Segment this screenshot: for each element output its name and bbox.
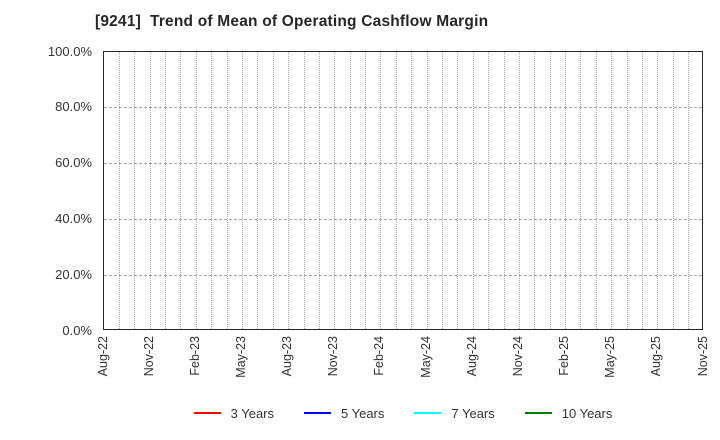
gridline-vertical	[118, 52, 120, 329]
x-tick-label: Aug-24	[464, 336, 479, 377]
gridline-vertical	[180, 52, 182, 329]
gridline-vertical	[365, 52, 367, 329]
chart-title: [9241] Trend of Mean of Operating Cashfl…	[95, 13, 489, 30]
gridline-vertical	[441, 52, 443, 329]
x-tick-label: Aug-25	[649, 336, 664, 377]
gridline-vertical	[149, 52, 151, 329]
gridline-vertical	[395, 52, 397, 329]
x-tick-label: Feb-24	[372, 336, 387, 376]
gridline-vertical	[688, 52, 690, 329]
legend-item: 5 Years	[304, 406, 384, 421]
y-tick-label: 60.0%	[55, 155, 92, 171]
x-tick-label: May-23	[233, 336, 248, 378]
gridline-vertical	[672, 52, 674, 329]
plot-area	[103, 51, 703, 330]
gridline-vertical	[549, 52, 551, 329]
gridline-horizontal	[104, 107, 702, 109]
y-tick-label: 40.0%	[55, 210, 92, 226]
gridline-vertical	[241, 52, 243, 329]
gridline-vertical	[334, 52, 336, 329]
gridline-vertical	[318, 52, 320, 329]
gridline-vertical	[534, 52, 536, 329]
gridline-vertical	[257, 52, 259, 329]
x-tick-label: Aug-22	[95, 336, 110, 377]
y-tick-label: 20.0%	[55, 266, 92, 282]
gridline-vertical	[211, 52, 213, 329]
x-tick-label: Aug-23	[280, 336, 295, 377]
x-tick-label: May-25	[603, 336, 618, 378]
x-tick-label: May-24	[418, 336, 433, 378]
gridline-vertical	[349, 52, 351, 329]
y-tick-label: 100.0%	[47, 43, 92, 59]
x-tick-label: Feb-25	[557, 336, 572, 376]
gridline-vertical	[641, 52, 643, 329]
x-tick-label: Nov-25	[695, 336, 710, 377]
x-tick-label: Nov-22	[141, 336, 156, 377]
gridline-vertical	[226, 52, 228, 329]
gridline-vertical	[134, 52, 136, 329]
legend-label: 3 Years	[230, 405, 274, 421]
gridline-vertical	[457, 52, 459, 329]
gridline-vertical	[195, 52, 197, 329]
legend-label: 5 Years	[341, 405, 385, 421]
gridline-vertical	[565, 52, 567, 329]
legend-item: 10 Years	[524, 405, 613, 421]
gridline-vertical	[165, 52, 167, 329]
y-tick-label: 0.0%	[62, 322, 92, 338]
legend-line-swatch	[193, 412, 221, 414]
legend-line-swatch	[524, 412, 552, 414]
legend: 3 Years 5 Years 7 Years 10 Years	[103, 402, 703, 424]
legend-label: 10 Years	[561, 405, 613, 421]
legend-item: 7 Years	[414, 405, 495, 421]
gridline-vertical	[626, 52, 628, 329]
x-tick-label: Feb-23	[187, 336, 202, 376]
gridline-vertical	[380, 52, 382, 329]
gridline-horizontal	[104, 163, 702, 165]
gridline-vertical	[303, 52, 305, 329]
gridline-vertical	[488, 52, 490, 329]
gridline-vertical	[657, 52, 659, 329]
y-axis-tick-labels: 0.0% 20.0% 40.0% 60.0% 80.0% 100.0%	[0, 44, 95, 338]
gridline-vertical	[580, 52, 582, 329]
gridline-horizontal	[104, 218, 702, 220]
legend-line-swatch	[304, 412, 331, 414]
gridline-vertical	[503, 52, 505, 329]
gridline-vertical	[411, 52, 413, 329]
gridline-vertical	[288, 52, 290, 329]
gridline-vertical	[472, 52, 474, 329]
gridline-vertical	[611, 52, 613, 329]
gridline-vertical	[272, 52, 274, 329]
y-tick-label: 80.0%	[55, 99, 92, 115]
gridline-vertical	[426, 52, 428, 329]
x-tick-label: Nov-23	[326, 336, 341, 377]
gridline-vertical	[518, 52, 520, 329]
legend-line-swatch	[414, 412, 442, 414]
gridline-vertical	[595, 52, 597, 329]
gridline-horizontal	[104, 274, 702, 276]
legend-item: 3 Years	[193, 405, 274, 421]
legend-label: 7 Years	[451, 405, 495, 421]
x-tick-label: Nov-24	[510, 336, 525, 377]
